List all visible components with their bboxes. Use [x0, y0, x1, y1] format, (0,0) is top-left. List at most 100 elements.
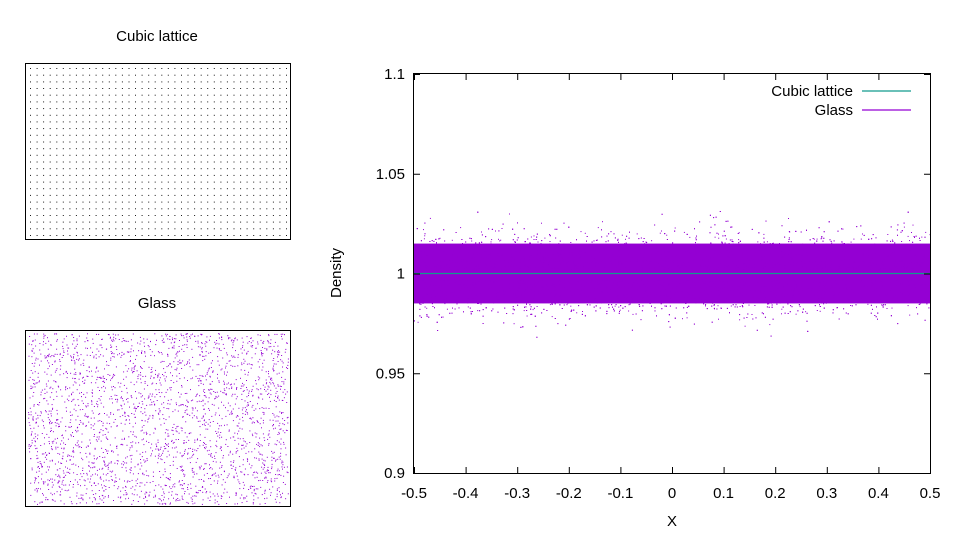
glass-density-point — [685, 266, 686, 268]
glass-point — [162, 488, 164, 490]
cubic-lattice-point — [220, 148, 222, 150]
glass-density-point — [652, 278, 654, 280]
glass-point — [190, 389, 191, 391]
cubic-lattice-point — [115, 114, 117, 116]
glass-point — [39, 343, 41, 344]
cubic-lattice-point — [75, 188, 77, 190]
glass-point — [268, 386, 270, 388]
glass-point — [125, 498, 127, 500]
glass-point — [176, 380, 178, 382]
cubic-lattice-point — [167, 154, 169, 156]
glass-density-point — [441, 252, 443, 254]
glass-density-point — [437, 272, 438, 274]
glass-density-point — [625, 276, 627, 277]
glass-density-point — [538, 292, 539, 294]
glass-point — [155, 373, 156, 375]
glass-density-point — [712, 268, 714, 270]
glass-point — [223, 382, 225, 384]
glass-density-point — [576, 256, 578, 258]
glass-point — [175, 446, 177, 448]
cubic-lattice-point — [148, 114, 150, 116]
cubic-lattice-point — [279, 148, 281, 150]
cubic-lattice-point — [213, 221, 215, 223]
glass-point — [175, 500, 177, 502]
glass-point — [105, 449, 107, 450]
glass-point — [275, 406, 277, 408]
glass-point — [214, 392, 216, 393]
cubic-lattice-point — [69, 68, 71, 69]
glass-density-point — [893, 262, 895, 264]
cubic-lattice-point — [30, 168, 31, 170]
glass-density-point — [732, 270, 734, 272]
glass-point — [269, 419, 271, 421]
glass-point — [202, 424, 204, 426]
cubic-lattice-point — [75, 94, 77, 96]
glass-point — [195, 395, 197, 397]
glass-point — [82, 402, 84, 404]
glass-point — [283, 381, 285, 383]
cubic-lattice-point — [213, 74, 215, 76]
cubic-lattice-point — [43, 114, 45, 116]
glass-point — [178, 481, 180, 483]
glass-density-point — [911, 279, 913, 281]
glass-point — [175, 456, 177, 458]
glass-density-point — [843, 279, 845, 281]
glass-point — [218, 343, 220, 345]
cubic-lattice-point — [36, 114, 38, 116]
cubic-lattice-point — [148, 228, 150, 230]
glass-point — [192, 417, 194, 419]
glass-point — [76, 442, 78, 444]
glass-density-point — [473, 278, 475, 280]
glass-density-point — [503, 289, 505, 291]
glass-point — [73, 472, 75, 474]
cubic-lattice-point — [226, 228, 228, 230]
glass-point — [159, 410, 161, 412]
glass-point — [32, 379, 34, 381]
cubic-lattice-point — [167, 81, 169, 83]
cubic-lattice-point — [43, 128, 45, 130]
glass-point — [128, 497, 129, 499]
cubic-lattice-point — [174, 201, 176, 203]
glass-point — [187, 487, 188, 488]
cubic-lattice-point — [56, 161, 58, 163]
glass-point — [58, 480, 60, 482]
cubic-lattice-point — [121, 121, 123, 123]
glass-point — [181, 465, 183, 467]
glass-point — [129, 361, 131, 362]
glass-point — [244, 360, 246, 362]
glass-density-point — [543, 269, 545, 271]
glass-point — [282, 418, 284, 420]
glass-density-point — [716, 287, 718, 289]
glass-point — [155, 344, 157, 346]
glass-density-point — [730, 274, 732, 275]
glass-point — [267, 469, 268, 471]
cubic-lattice-point — [148, 174, 150, 176]
glass-density-point — [791, 250, 793, 252]
cubic-lattice-point — [207, 154, 209, 156]
cubic-lattice-point — [82, 221, 84, 223]
glass-point — [205, 492, 207, 494]
glass-density-point — [535, 261, 537, 263]
glass-density-point — [684, 270, 686, 272]
cubic-lattice-point — [259, 235, 261, 236]
glass-point — [232, 465, 234, 467]
glass-density-point — [584, 293, 586, 294]
glass-point — [78, 444, 80, 446]
glass-density-point — [642, 259, 644, 261]
glass-point — [179, 396, 181, 398]
glass-point — [91, 400, 93, 402]
glass-point — [66, 398, 68, 400]
glass-density-point — [825, 284, 826, 286]
glass-density-point — [841, 271, 843, 273]
glass-point — [117, 496, 119, 498]
glass-point — [36, 491, 38, 493]
glass-point — [226, 354, 228, 356]
glass-density-point — [504, 243, 506, 245]
glass-density-point — [899, 290, 901, 292]
glass-point — [135, 358, 136, 360]
glass-density-point — [907, 263, 908, 265]
cubic-lattice-point — [141, 208, 143, 210]
glass-point — [40, 445, 42, 446]
glass-point — [152, 393, 154, 395]
glass-point — [139, 453, 141, 455]
